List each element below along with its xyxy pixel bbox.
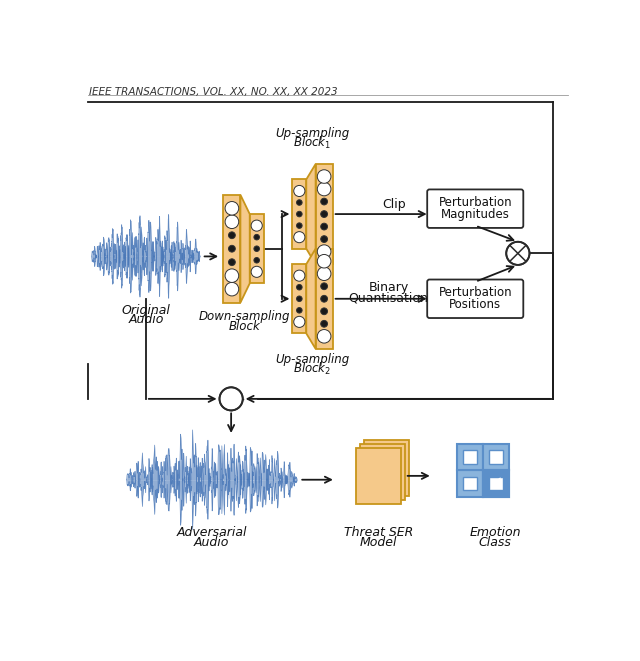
Circle shape (294, 270, 305, 281)
Circle shape (228, 245, 236, 252)
Text: Threat SER: Threat SER (344, 526, 413, 539)
Text: Audio: Audio (128, 313, 164, 327)
FancyBboxPatch shape (223, 195, 241, 303)
FancyBboxPatch shape (292, 264, 307, 333)
Circle shape (296, 296, 302, 301)
Polygon shape (307, 164, 316, 264)
Text: Audio: Audio (194, 536, 229, 549)
FancyBboxPatch shape (428, 280, 524, 318)
Circle shape (321, 283, 328, 290)
Text: Down-sampling: Down-sampling (198, 309, 290, 323)
Circle shape (296, 200, 302, 206)
Text: IEEE TRANSACTIONS, VOL. XX, NO. XX, XX 2023: IEEE TRANSACTIONS, VOL. XX, NO. XX, XX 2… (90, 87, 338, 97)
Text: Adversarial: Adversarial (177, 526, 247, 539)
Text: Clip: Clip (382, 198, 406, 212)
FancyBboxPatch shape (489, 450, 503, 464)
Text: Block: Block (228, 319, 260, 332)
FancyBboxPatch shape (483, 471, 509, 496)
Text: Class: Class (479, 536, 512, 549)
Circle shape (321, 198, 328, 205)
Circle shape (321, 211, 328, 217)
FancyBboxPatch shape (483, 444, 509, 471)
Circle shape (317, 330, 331, 343)
Circle shape (317, 170, 331, 183)
Circle shape (228, 232, 236, 239)
FancyBboxPatch shape (428, 190, 524, 228)
Circle shape (321, 308, 328, 315)
Text: ✓: ✓ (488, 475, 504, 492)
Circle shape (317, 254, 331, 268)
FancyBboxPatch shape (316, 249, 333, 349)
Text: Original: Original (122, 304, 170, 317)
Circle shape (294, 186, 305, 196)
Circle shape (321, 295, 328, 302)
Text: Model: Model (360, 536, 397, 549)
Circle shape (317, 267, 331, 280)
FancyBboxPatch shape (292, 179, 307, 249)
Circle shape (228, 259, 236, 266)
Text: Perturbation: Perturbation (438, 286, 512, 299)
FancyBboxPatch shape (463, 450, 477, 464)
FancyBboxPatch shape (356, 448, 401, 504)
FancyBboxPatch shape (250, 214, 264, 284)
FancyBboxPatch shape (457, 471, 483, 496)
FancyBboxPatch shape (457, 444, 483, 471)
Circle shape (254, 246, 259, 251)
Circle shape (225, 282, 239, 296)
Circle shape (296, 307, 302, 313)
Circle shape (294, 231, 305, 243)
Polygon shape (241, 195, 250, 303)
Text: Perturbation: Perturbation (438, 196, 512, 209)
FancyBboxPatch shape (360, 444, 404, 500)
Text: Up-sampling: Up-sampling (275, 353, 349, 366)
Circle shape (225, 202, 239, 215)
Circle shape (321, 223, 328, 230)
FancyBboxPatch shape (463, 477, 477, 490)
Circle shape (296, 284, 302, 290)
FancyBboxPatch shape (489, 477, 503, 490)
Circle shape (225, 215, 239, 229)
Text: Emotion: Emotion (470, 526, 521, 539)
Text: Block$_2$: Block$_2$ (293, 361, 332, 377)
FancyBboxPatch shape (483, 471, 509, 496)
Circle shape (254, 235, 259, 240)
Circle shape (296, 223, 302, 229)
Circle shape (317, 245, 331, 258)
Circle shape (251, 220, 262, 231)
Text: Quantisation: Quantisation (349, 292, 428, 305)
Text: Up-sampling: Up-sampling (275, 127, 349, 140)
Text: Magnitudes: Magnitudes (441, 208, 509, 221)
Circle shape (321, 321, 328, 327)
Circle shape (225, 269, 239, 282)
Text: Binary: Binary (369, 282, 408, 295)
Text: Block$_1$: Block$_1$ (293, 135, 332, 151)
Text: Positions: Positions (449, 298, 501, 311)
FancyBboxPatch shape (316, 164, 333, 264)
Circle shape (254, 258, 259, 263)
Circle shape (294, 317, 305, 327)
Circle shape (506, 242, 529, 265)
Circle shape (321, 236, 328, 243)
Polygon shape (307, 249, 316, 349)
Circle shape (317, 182, 331, 196)
Circle shape (220, 387, 243, 410)
Circle shape (251, 266, 262, 278)
FancyBboxPatch shape (364, 440, 408, 496)
Circle shape (296, 212, 302, 217)
